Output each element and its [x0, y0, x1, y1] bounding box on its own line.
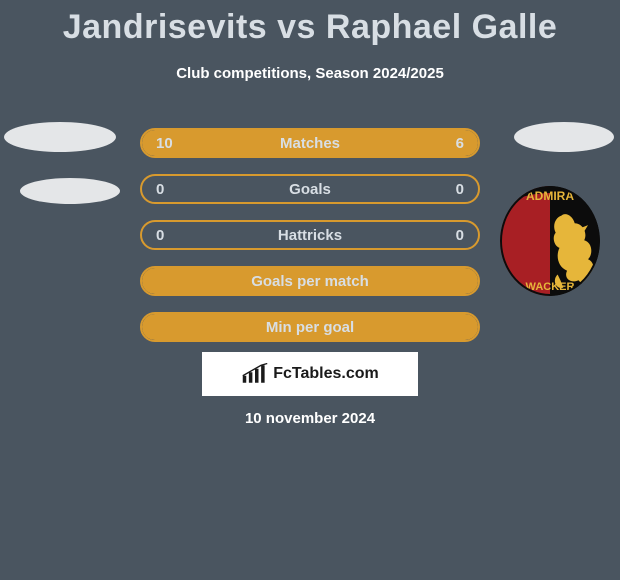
stat-label: Hattricks	[278, 227, 342, 244]
footer-brand-box: FcTables.com	[202, 352, 418, 396]
stat-pill: 0 Goals 0	[140, 174, 480, 204]
stat-val-right: 6	[456, 135, 464, 152]
stat-row-mpg: Min per goal	[0, 304, 620, 350]
page-title: Jandrisevits vs Raphael Galle	[0, 0, 620, 47]
footer-brand-text: FcTables.com	[273, 365, 379, 383]
stat-label: Matches	[280, 135, 340, 152]
stat-row-hattricks: 0 Hattricks 0	[0, 212, 620, 258]
bar-chart-icon	[241, 363, 269, 385]
stat-row-matches: 10 Matches 6	[0, 120, 620, 166]
stat-label: Min per goal	[266, 319, 354, 336]
stat-val-left: 0	[156, 181, 164, 198]
stat-row-gpm: Goals per match	[0, 258, 620, 304]
stat-pill: 10 Matches 6	[140, 128, 480, 158]
stat-label: Goals	[289, 181, 331, 198]
stat-pill: 0 Hattricks 0	[140, 220, 480, 250]
stat-label: Goals per match	[251, 273, 369, 290]
stat-val-right: 0	[456, 227, 464, 244]
stat-val-left: 0	[156, 227, 164, 244]
stat-val-right: 0	[456, 181, 464, 198]
stat-row-goals: 0 Goals 0	[0, 166, 620, 212]
page-subtitle: Club competitions, Season 2024/2025	[0, 65, 620, 82]
stat-pill: Min per goal	[140, 312, 480, 342]
stat-val-left: 10	[156, 135, 173, 152]
stat-pill: Goals per match	[140, 266, 480, 296]
stat-rows: 10 Matches 6 0 Goals 0 0 Hattricks 0 Goa…	[0, 120, 620, 350]
footer-date: 10 november 2024	[0, 410, 620, 427]
